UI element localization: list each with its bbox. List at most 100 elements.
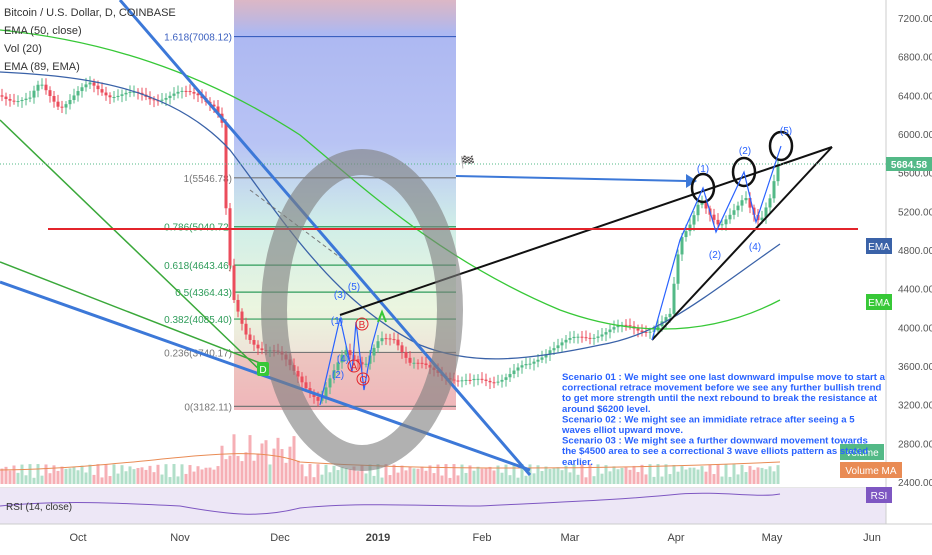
candle-body: [472, 378, 476, 381]
volume-bar: [132, 469, 136, 484]
wave-letter-label: C: [359, 375, 366, 386]
indicator-ema50-label[interactable]: EMA (50, close): [4, 25, 82, 37]
volume-bar: [84, 472, 88, 484]
candle-body: [424, 363, 428, 366]
price-axis-tick: 2400.00: [898, 478, 932, 489]
price-axis-tick: 4800.00: [898, 246, 932, 257]
candle-body: [376, 341, 380, 348]
volume-bar: [48, 473, 52, 484]
candle-body: [640, 330, 644, 332]
volume-bar: [636, 472, 640, 484]
volume-bar: [268, 464, 272, 484]
wave-label: (3): [334, 290, 346, 301]
candle-body: [584, 337, 588, 339]
candle-body: [164, 98, 168, 100]
volume-bar: [660, 476, 664, 484]
indicator-vol-label[interactable]: Vol (20): [4, 43, 42, 55]
volume-bar: [568, 472, 572, 484]
price-axis-tick: 5200.00: [898, 207, 932, 218]
rsi-line: [0, 492, 781, 515]
projection-arrow: [455, 175, 687, 182]
volume-bar: [684, 469, 688, 484]
wave-letter-label: B: [359, 320, 366, 331]
candle-body: [656, 326, 660, 331]
volume-bar: [56, 470, 60, 484]
candle-body: [132, 91, 136, 93]
volume-bar: [676, 471, 680, 484]
volume-bar: [688, 467, 692, 484]
candle-body: [728, 214, 732, 220]
volume-bar: [648, 464, 652, 484]
volume-bar: [180, 464, 184, 484]
volume-bar: [28, 464, 32, 484]
candle-body: [664, 317, 668, 322]
indicator-ema89-label[interactable]: EMA (89, EMA): [4, 61, 80, 73]
volume-bar: [772, 471, 776, 484]
volume-bar: [4, 466, 8, 484]
candle-body: [680, 237, 684, 255]
volume-bar: [216, 466, 220, 484]
candle-body: [296, 370, 300, 377]
volume-bar: [696, 469, 700, 484]
candle-body: [196, 93, 200, 96]
volume-bar: [560, 470, 564, 484]
volume-bar: [420, 466, 424, 484]
scenario-text-line: Scenario 01 : We might see one last down…: [562, 372, 886, 383]
volume-ma-line: [0, 453, 781, 471]
arrowhead-icon: [686, 174, 697, 188]
candle-body: [716, 219, 720, 225]
candle-body: [384, 338, 388, 340]
candle-body: [416, 362, 420, 364]
volume-bar: [484, 468, 488, 484]
candle-body: [772, 181, 776, 199]
volume-bar: [308, 464, 312, 484]
support-trendline: [651, 146, 833, 341]
candle-body: [520, 365, 524, 368]
volume-bar: [652, 476, 656, 484]
candle-body: [108, 95, 112, 98]
candle-body: [532, 361, 536, 364]
volume-bar: [176, 476, 180, 484]
candle-body: [404, 352, 408, 358]
candle-body: [536, 359, 540, 362]
candle-body: [676, 254, 680, 284]
candle-body: [764, 207, 768, 218]
candle-body: [560, 342, 564, 346]
volume-bar: [164, 464, 168, 484]
candle-body: [32, 90, 36, 98]
volume-bar: [492, 470, 496, 484]
candle-body: [692, 215, 696, 225]
candle-body: [256, 344, 260, 349]
scenario-text-line: correctional retrace movement before we …: [562, 383, 881, 394]
volume-bar: [100, 477, 104, 484]
volume-bar: [168, 477, 172, 484]
volume-bar: [428, 465, 432, 484]
volume-bar: [232, 434, 236, 484]
candle-body: [260, 348, 264, 351]
candle-body: [116, 95, 120, 97]
candle-body: [228, 208, 232, 266]
volume-bar: [596, 464, 600, 484]
candle-body: [68, 99, 72, 105]
candle-body: [28, 97, 32, 99]
volume-bar: [616, 469, 620, 484]
volume-bar: [376, 464, 380, 484]
candle-body: [760, 217, 764, 221]
candle-body: [168, 95, 172, 99]
volume-bar: [116, 473, 120, 484]
green-arrow-icon: [377, 309, 387, 323]
candle-body: [48, 90, 52, 97]
volume-bar: [400, 465, 404, 484]
candle-body: [124, 92, 128, 95]
candle-body: [580, 336, 584, 338]
candle-body: [672, 283, 676, 314]
price-axis-tick: 4400.00: [898, 285, 932, 296]
candle-body: [548, 350, 552, 355]
candle-body: [336, 362, 340, 371]
volume-bar: [756, 467, 760, 484]
candle-body: [76, 91, 80, 96]
volume-bar: [708, 464, 712, 484]
wave-top-circle-icon: [731, 156, 757, 188]
